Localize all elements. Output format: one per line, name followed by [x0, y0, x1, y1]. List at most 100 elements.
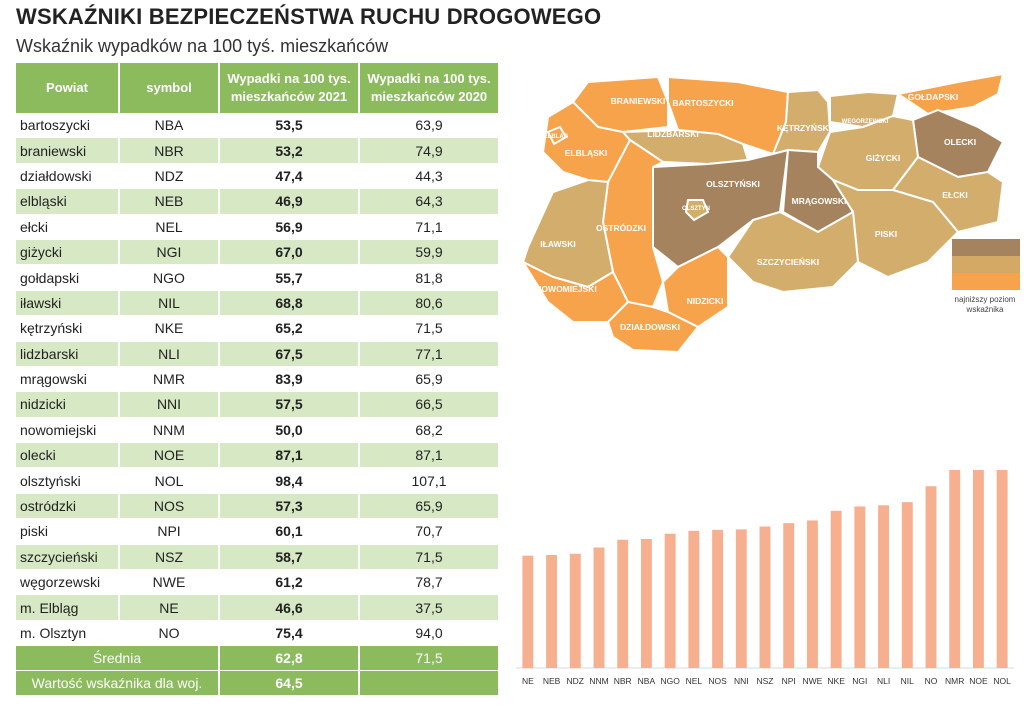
map-region — [684, 199, 710, 222]
cell-powiat: iławski — [16, 290, 120, 317]
cell-powiat: działdowski — [16, 163, 120, 190]
map-region-label: DZIAŁDOWSKI — [620, 322, 680, 332]
x-tick-label: NNI — [734, 676, 749, 686]
cell-symbol: NNI — [119, 391, 220, 418]
header-2021: Wypadki na 100 tys. mieszkańców 2021 — [219, 63, 360, 113]
cell-symbol: NGI — [119, 239, 220, 266]
x-tick-label: NBR — [614, 676, 632, 686]
bar — [593, 547, 605, 668]
cell-2021: 67,0 — [219, 239, 360, 266]
map-region-label: IŁAWSKI — [540, 239, 575, 249]
cell-symbol: NNM — [119, 417, 220, 444]
map-region-label: OLECKI — [944, 137, 976, 147]
cell-powiat: lidzbarski — [16, 341, 120, 367]
table-row: olsztyński NOL 98,4 107,1 — [16, 467, 500, 494]
bar — [901, 502, 913, 668]
cell-2020: 65,9 — [359, 493, 500, 520]
table-row: węgorzewski NWE 61,2 78,7 — [16, 569, 500, 596]
cell-2020: 37,5 — [359, 594, 500, 621]
cell-symbol: NOS — [119, 493, 220, 520]
map-region — [726, 210, 860, 294]
bar — [806, 520, 818, 668]
cell-2021: 53,5 — [219, 113, 360, 139]
cell-2020: 59,9 — [359, 239, 500, 266]
cell-2020: 65,9 — [359, 366, 500, 393]
summary-label: Średnia — [16, 645, 220, 672]
cell-2020: 77,1 — [359, 341, 500, 367]
cell-powiat: giżycki — [16, 239, 120, 266]
bar — [996, 470, 1008, 668]
map-region-label: NIDZICKI — [687, 296, 724, 306]
map-region — [667, 75, 790, 156]
map-region-label: OSTRÓDZKI — [596, 222, 646, 233]
cell-powiat: m. Elbląg — [16, 594, 120, 621]
map-region-label: SZCZYCIEŃSKI — [757, 257, 819, 267]
table-row: m. Elbląg NE 46,6 37,5 — [16, 594, 500, 621]
cell-2021: 83,9 — [219, 366, 360, 393]
table-row: kętrzyński NKE 65,2 71,5 — [16, 315, 500, 342]
summary-2020 — [359, 670, 500, 697]
cell-2021: 56,9 — [219, 214, 360, 240]
x-tick-label: NO — [925, 676, 938, 686]
bar — [830, 510, 842, 668]
table-row: szczycieński NSZ 58,7 71,5 — [16, 544, 500, 571]
x-tick-label: NOS — [708, 676, 727, 686]
header-2020: Wypadki na 100 tys. mieszkańców 2020 — [359, 63, 500, 113]
map-region-label: BARTOSZYCKI — [672, 98, 733, 108]
map-region-label: ELBLĄSKI — [565, 148, 608, 158]
cell-symbol: NEB — [119, 188, 220, 215]
bar — [854, 506, 866, 668]
x-tick-label: NWE — [803, 676, 823, 686]
map-region-label: LIDZBARSKI — [647, 129, 698, 139]
table-row: mrągowski NMR 83,9 65,9 — [16, 366, 500, 393]
cell-2021: 53,2 — [219, 137, 360, 164]
cell-powiat: gołdapski — [16, 264, 120, 291]
bar — [735, 529, 747, 668]
cell-powiat: ostródzki — [16, 493, 120, 520]
table-row: giżycki NGI 67,0 59,9 — [16, 239, 500, 266]
cell-2021: 61,2 — [219, 569, 360, 596]
x-tick-label: NSZ — [757, 676, 774, 686]
bar — [972, 470, 984, 668]
cell-2021: 46,6 — [219, 594, 360, 621]
map-region-label: KĘTRZYŃSKI — [777, 123, 831, 133]
cell-2020: 94,0 — [359, 620, 500, 647]
x-tick-label: NEB — [543, 676, 561, 686]
cell-2020: 80,6 — [359, 290, 500, 317]
cell-2021: 68,8 — [219, 290, 360, 317]
cell-powiat: ełcki — [16, 214, 120, 240]
summary-row: Wartość wskaźnika dla woj. 64,5 — [16, 670, 500, 697]
cell-2020: 71,1 — [359, 214, 500, 240]
cell-2020: 107,1 — [359, 467, 500, 494]
cell-2021: 60,1 — [219, 518, 360, 545]
cell-2021: 50,0 — [219, 417, 360, 444]
map-region-label: PISKI — [875, 229, 897, 239]
bar — [925, 486, 937, 668]
table-row: elbląski NEB 46,9 64,3 — [16, 188, 500, 215]
x-tick-label: NPI — [782, 676, 796, 686]
x-tick-label: NEL — [686, 676, 703, 686]
table-row: nowomiejski NNM 50,0 68,2 — [16, 417, 500, 444]
cell-symbol: NKE — [119, 315, 220, 342]
cell-symbol: NWE — [119, 569, 220, 596]
cell-2021: 98,4 — [219, 467, 360, 494]
cell-symbol: NGO — [119, 264, 220, 291]
cell-symbol: NSZ — [119, 544, 220, 571]
cell-powiat: nowomiejski — [16, 417, 120, 444]
cell-2020: 87,1 — [359, 442, 500, 469]
x-tick-label: NOE — [969, 676, 988, 686]
x-tick-label: NGI — [852, 676, 867, 686]
cell-powiat: kętrzyński — [16, 315, 120, 342]
cell-symbol: NOL — [119, 467, 220, 494]
cell-2020: 63,9 — [359, 113, 500, 139]
cell-2020: 70,7 — [359, 518, 500, 545]
cell-symbol: NIL — [119, 290, 220, 317]
page-title: WSKAŹNIKI BEZPIECZEŃSTWA RUCHU DROGOWEGO — [16, 4, 602, 29]
summary-2021: 62,8 — [219, 645, 360, 672]
table-row: piski NPI 60,1 70,7 — [16, 518, 500, 545]
bar — [712, 529, 724, 668]
legend-swatch-mid — [952, 256, 1020, 273]
x-tick-label: NDZ — [567, 676, 584, 686]
map-region-label: BRANIEWSKI — [611, 96, 666, 106]
summary-2021: 64,5 — [219, 670, 360, 697]
